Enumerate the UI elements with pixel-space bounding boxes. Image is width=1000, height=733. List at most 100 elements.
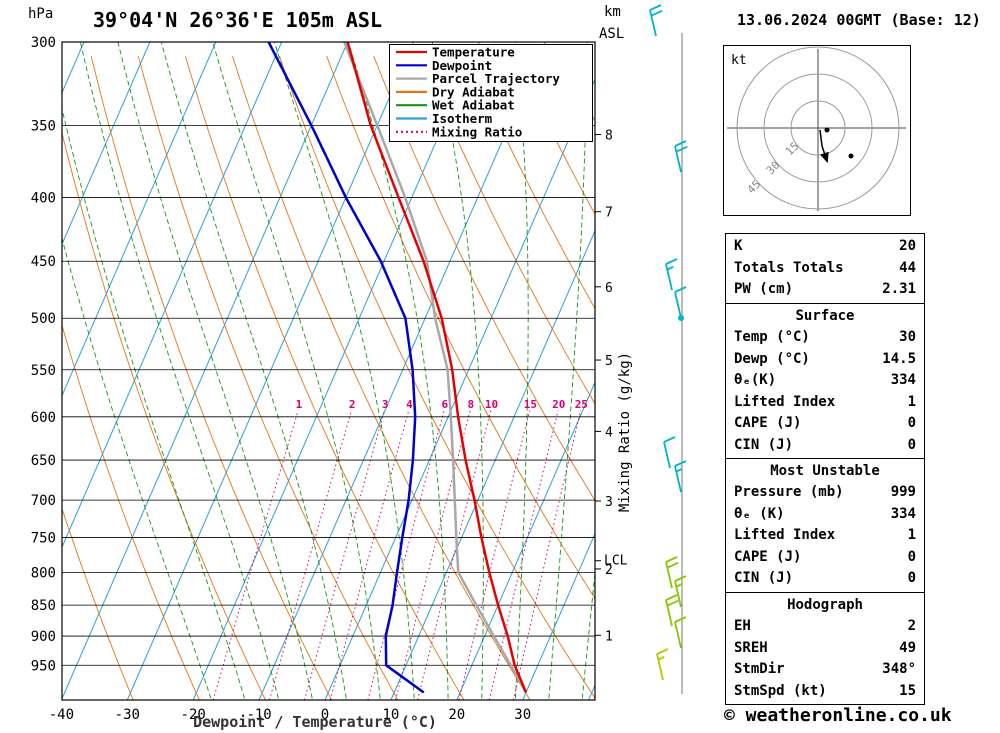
mixing-ratio-value-label: 25 [575,398,588,411]
wind-barb-tick [675,145,688,153]
wind-barb-tick [666,599,679,607]
wind-barb-shaft [649,9,657,37]
wind-barb-tick [674,140,687,147]
wet-adiabat-line [514,42,529,699]
wet-adiabat-line [117,42,313,699]
table-row-value: 334 [890,505,916,522]
table-row-value: 20 [899,238,916,254]
wind-barb-tick [674,460,687,467]
table-row: CIN (J) 0 [726,568,924,590]
wind-barb-halftick [657,655,665,661]
hodograph-table: Hodograph EH 2 SREH 49 StmDir 348° StmSpd (kt)… [725,592,925,705]
wet-adiabat-line [273,42,415,699]
pressure-tick-label: 750 [31,530,56,546]
station-title: 39°04'N 26°36'E 105m ASL [93,8,382,32]
table-row-value: 348° [882,661,916,677]
pressure-tick-label: 450 [31,254,56,270]
table-row-label: CIN (J) [734,436,794,453]
wind-barb [674,575,687,608]
dry-adiabat-line [326,56,595,600]
pressure-tick-label: 850 [31,598,56,614]
dry-adiabat-line [420,56,595,405]
mixing-ratio-value-label: 10 [485,398,498,411]
indices-table: K 20 Totals Totals 44 PW (cm) 2.31 [725,233,925,304]
table-row-value: 30 [899,329,916,345]
wind-barb-tick [674,575,687,582]
isotherm-line [324,77,595,700]
temp-tick-label: -40 [49,707,74,723]
isotherm-line [258,42,546,700]
table-row: CAPE (J) 0 [726,547,924,569]
dry-adiabat-line [467,56,595,310]
wind-barb-shaft [674,621,682,649]
legend-item-label: Temperature [432,45,515,60]
mixing-ratio-axis-title: Mixing Ratio (g/kg) [617,352,633,512]
wind-barb-shaft [665,599,673,627]
most-unstable-table-rows: Pressure (mb) 999 θₑ (K) 334 Lifted Index 1 CA… [726,482,924,590]
dry-adiabat-line [62,507,134,700]
dry-adiabat-line [62,131,266,700]
mixing-ratio-value-label: 20 [552,398,565,411]
table-row: Totals Totals 44 [726,258,924,280]
table-row: StmSpd (kt) 15 [726,681,924,703]
pressure-tick-label: 950 [31,658,56,674]
dry-adiabat-line [62,323,200,700]
legend-item-label: Parcel Trajectory [432,71,560,86]
wind-barb-tick [665,258,678,265]
dry-adiabat-line [90,56,333,700]
temp-tick-label: 0 [321,707,329,723]
hodograph-unit-label: kt [731,53,747,68]
wind-barb-tick [665,556,678,563]
table-row-label: Lifted Index [734,393,836,410]
mixing-ratio-value-label: 3 [382,398,389,411]
surface-table: Surface Temp (°C) 30 Dewp (°C) 14.5 θₑ(K) 334… [725,303,925,459]
wind-barb-tick [663,436,676,443]
hodograph-point [848,153,854,159]
wind-barb [665,258,678,291]
wet-adiabat-line [160,42,347,699]
table-row: EH 2 [726,616,924,638]
table-row-label: CAPE (J) [734,548,802,565]
pressure-tick-label: 600 [31,410,56,426]
pressure-tick-label: 650 [31,453,56,469]
pressure-axis-title: hPa [28,6,53,22]
hodograph-table-rows: EH 2 SREH 49 StmDir 348° StmSpd (kt) 15 [726,616,924,702]
legend-item-label: Dewpoint [432,58,492,73]
legend-item-label: Isotherm [432,111,493,126]
legend-item-label: Wet Adiabat [432,98,515,113]
table-row-label: CIN (J) [734,570,794,586]
pressure-tick-label: 500 [31,311,56,327]
hodograph-ring [790,100,846,156]
km-tick-label: 2 [605,563,613,578]
km-tick-label: 8 [605,129,613,144]
wind-barb [674,616,687,649]
wind-barb-tick [650,9,663,17]
table-row-value: 0 [907,415,916,431]
table-row: PW (cm) 2.31 [726,279,924,301]
table-row-label: K [734,238,743,254]
km-tick-label: 7 [605,206,613,221]
hodograph-ring [763,73,873,183]
sounding-curves [267,42,528,694]
mixing-ratio-line [512,410,582,700]
hodograph-point [824,127,830,133]
mixing-ratio-value-label: 1 [296,398,303,411]
table-row: θₑ (K) 334 [726,504,924,526]
wet-adiabat-line [431,42,484,699]
table-row-value: 2.31 [882,281,916,297]
table-row-label: EH [734,618,751,634]
temp-tick-label: 20 [448,707,465,723]
mixing-ratio-value-label: 2 [349,398,356,411]
lcl-label: LCL [604,554,628,569]
table-row-value: 15 [899,682,916,699]
table-row: Temp (°C) 30 [726,327,924,349]
table-row: Dewp (°C) 14.5 [726,349,924,371]
temperature-curve [346,42,528,693]
isotherm-line [522,532,595,700]
wind-barb [674,140,688,173]
mixing-ratio-value-label: 6 [442,398,449,411]
wind-barb-halftick [675,467,683,473]
hodograph-trace [819,129,829,164]
parcel-trajectory-curve [343,42,528,694]
